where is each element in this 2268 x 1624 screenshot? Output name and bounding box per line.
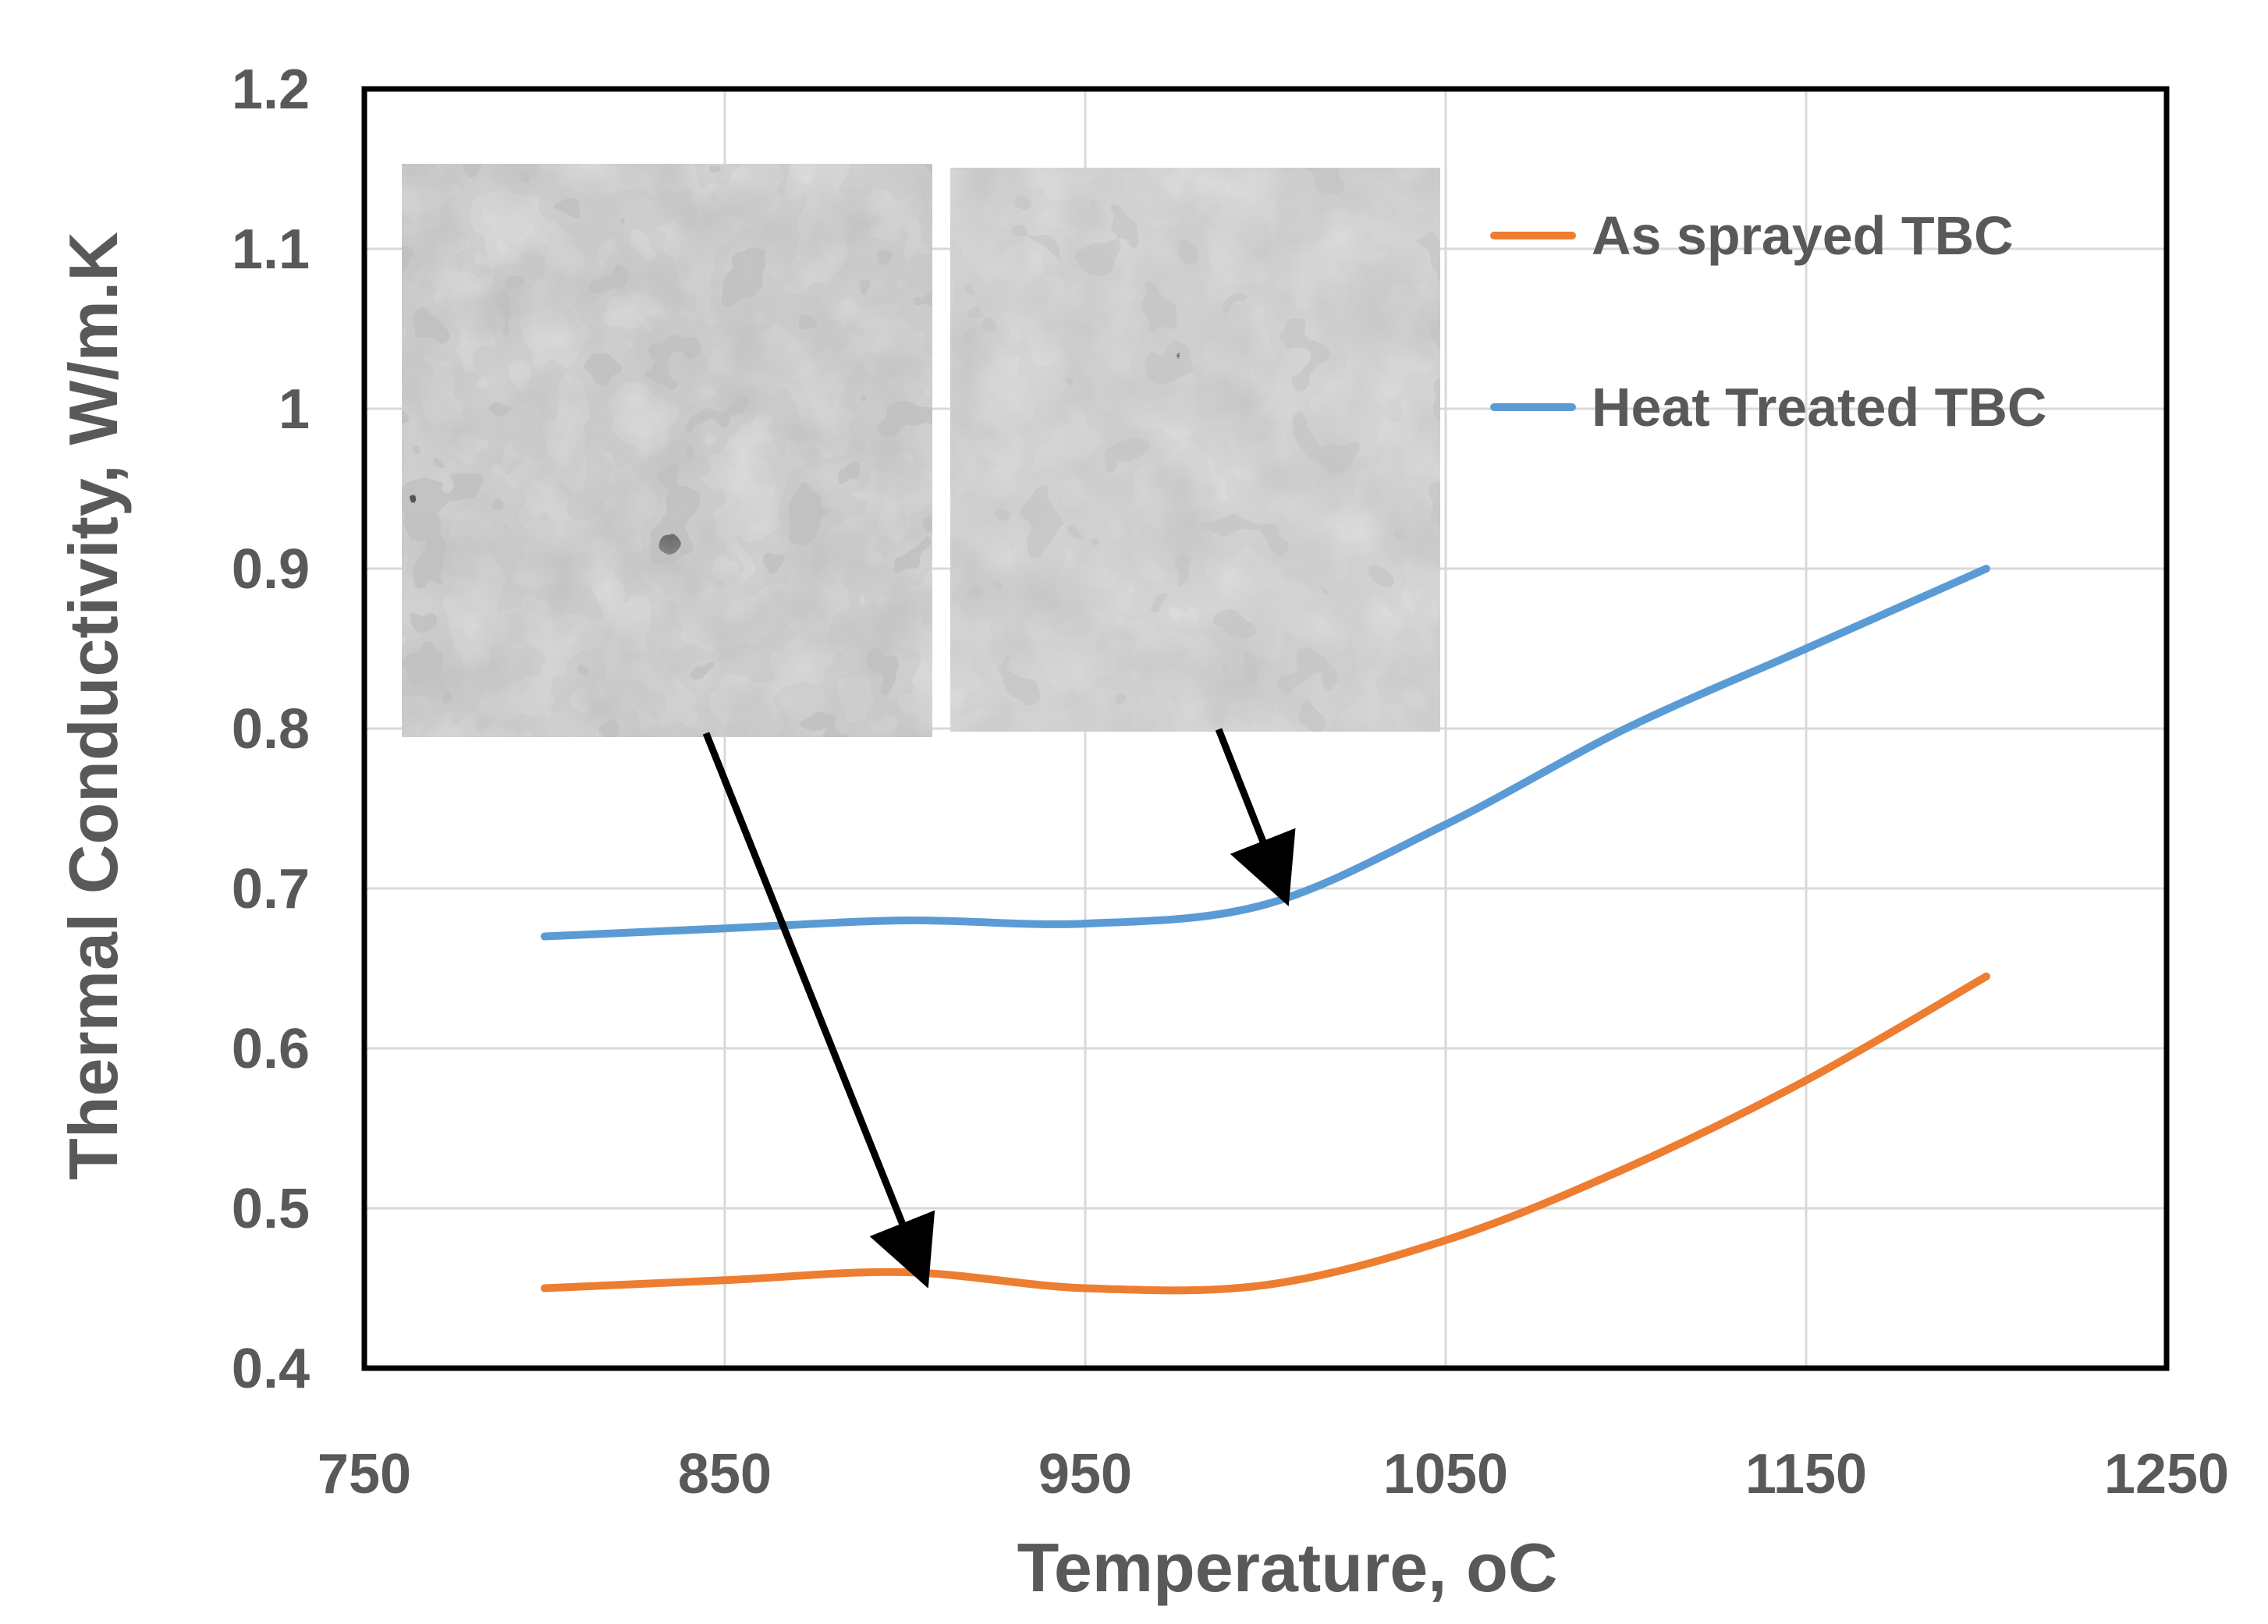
plot-area <box>361 86 2170 1371</box>
micrograph-right <box>950 168 1440 732</box>
x-tick-label: 850 <box>678 1443 772 1505</box>
x-tick-label: 1050 <box>1383 1443 1508 1505</box>
x-axis-title: Temperature, oC <box>1017 1529 1558 1606</box>
x-axis-title-text: Temperature, <box>1017 1529 1466 1606</box>
series-line-as-sprayed-tbc <box>541 972 1990 1295</box>
tick-layer: 750 850 950 1050 1150 1250 0.4 0.5 0.6 0.7 0.8 0.9 1… <box>232 59 2229 1505</box>
legend-label-as-sprayed: As sprayed TBC <box>1592 205 2014 266</box>
micrograph-left <box>402 164 932 737</box>
x-tick-label: 1150 <box>1745 1443 1867 1505</box>
annotation-arrow-1 <box>702 732 935 1289</box>
y-tick-label: 0.4 <box>232 1338 310 1400</box>
y-tick-label: 0.9 <box>232 538 310 601</box>
arrow-layer <box>702 728 1296 1289</box>
y-tick-label: 0.8 <box>232 698 310 761</box>
y-tick-label: 0.6 <box>232 1018 310 1080</box>
legend: As sprayed TBC Heat Treated TBC <box>1490 205 2046 438</box>
x-tick-label: 750 <box>318 1443 411 1505</box>
y-tick-label: 1.2 <box>232 59 310 121</box>
legend-label-heat-treated: Heat Treated TBC <box>1592 377 2046 438</box>
x-tick-label: 950 <box>1038 1443 1132 1505</box>
x-tick-label: 1250 <box>2104 1443 2229 1505</box>
y-tick-label: 0.5 <box>232 1178 310 1240</box>
y-tick-label: 1.1 <box>232 218 310 281</box>
x-axis-unit: oC <box>1466 1529 1557 1606</box>
annotation-arrow-2 <box>1215 728 1296 906</box>
y-tick-label: 1 <box>279 378 310 441</box>
y-tick-label: 0.7 <box>232 858 310 920</box>
y-axis-title: Thermal Conductivity, W/m.K <box>55 232 132 1180</box>
